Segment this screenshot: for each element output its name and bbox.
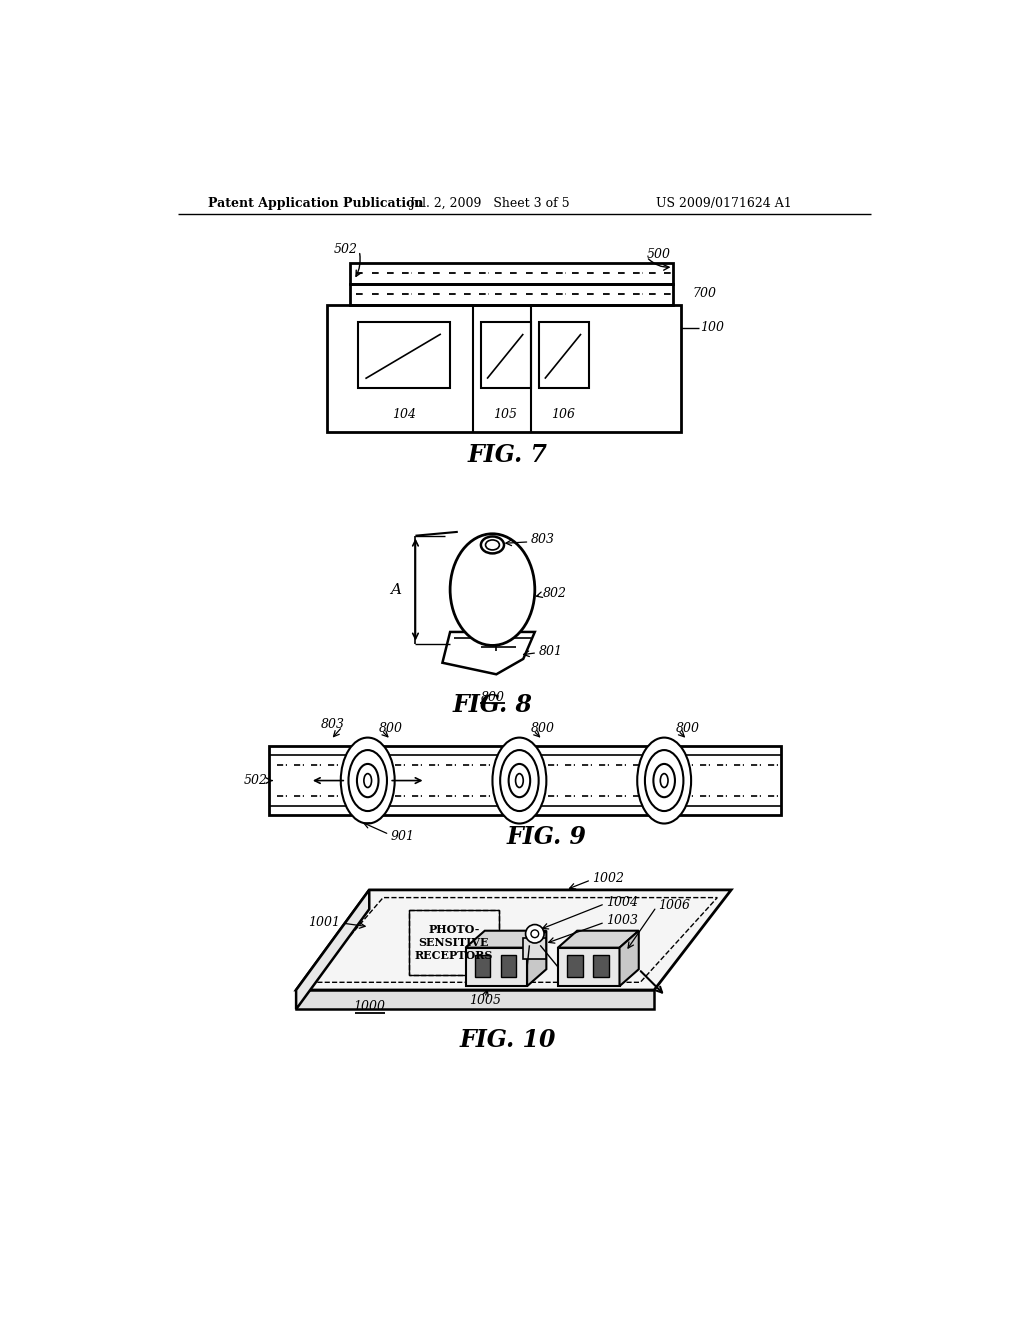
Ellipse shape <box>509 764 530 797</box>
Text: Patent Application Publication: Patent Application Publication <box>208 197 423 210</box>
Bar <box>269 746 781 816</box>
Text: FIG. 7: FIG. 7 <box>468 442 548 467</box>
Text: 100: 100 <box>700 321 724 334</box>
Text: 106: 106 <box>551 408 575 421</box>
Ellipse shape <box>493 738 547 824</box>
Text: 800: 800 <box>676 722 699 735</box>
Text: 105: 105 <box>494 408 517 421</box>
Bar <box>558 948 620 986</box>
Text: 1000: 1000 <box>353 1001 385 1014</box>
Polygon shape <box>527 931 547 986</box>
Text: 803: 803 <box>321 718 345 731</box>
Text: 1003: 1003 <box>606 915 638 927</box>
Text: 800: 800 <box>480 690 505 704</box>
Bar <box>523 937 547 960</box>
Text: 1002: 1002 <box>593 871 625 884</box>
Ellipse shape <box>348 750 387 810</box>
Bar <box>501 956 516 977</box>
Ellipse shape <box>341 738 394 824</box>
Circle shape <box>525 924 544 942</box>
Ellipse shape <box>364 774 372 788</box>
Ellipse shape <box>653 764 675 797</box>
Polygon shape <box>296 990 654 1010</box>
Text: US 2009/0171624 A1: US 2009/0171624 A1 <box>655 197 792 210</box>
Text: FIG. 8: FIG. 8 <box>453 693 532 717</box>
Text: 803: 803 <box>531 533 555 546</box>
Text: 500: 500 <box>646 248 671 261</box>
Text: 901: 901 <box>391 830 415 843</box>
Bar <box>327 305 681 432</box>
Text: A: A <box>390 582 401 597</box>
Bar <box>481 322 531 388</box>
Circle shape <box>531 929 539 937</box>
Text: 700: 700 <box>692 288 717 301</box>
Polygon shape <box>296 890 370 1010</box>
Text: 802: 802 <box>543 587 566 601</box>
Text: PHOTO-
SENSITIVE
RECEPTORS: PHOTO- SENSITIVE RECEPTORS <box>415 924 494 961</box>
Text: 800: 800 <box>531 722 555 735</box>
Text: 104: 104 <box>392 408 416 421</box>
Bar <box>567 956 583 977</box>
Ellipse shape <box>637 738 691 824</box>
Text: 1006: 1006 <box>658 899 690 912</box>
Polygon shape <box>558 931 639 948</box>
Bar <box>593 956 608 977</box>
Polygon shape <box>620 931 639 986</box>
Bar <box>357 322 451 388</box>
Polygon shape <box>296 890 731 990</box>
Bar <box>410 909 499 974</box>
Ellipse shape <box>500 750 539 810</box>
Text: 801: 801 <box>539 644 562 657</box>
Text: FIG. 9: FIG. 9 <box>506 825 587 849</box>
Ellipse shape <box>660 774 668 788</box>
Text: FIG. 10: FIG. 10 <box>460 1028 556 1052</box>
Polygon shape <box>466 931 547 948</box>
Ellipse shape <box>515 774 523 788</box>
Polygon shape <box>442 632 535 675</box>
Bar <box>466 948 527 986</box>
Bar <box>475 956 490 977</box>
Text: 800: 800 <box>379 722 403 735</box>
Text: 1005: 1005 <box>469 994 501 1007</box>
Bar <box>350 284 674 305</box>
Text: 1001: 1001 <box>308 916 340 929</box>
Ellipse shape <box>645 750 683 810</box>
Ellipse shape <box>481 536 504 553</box>
Bar <box>539 322 589 388</box>
Ellipse shape <box>451 533 535 645</box>
Ellipse shape <box>357 764 379 797</box>
Text: 1004: 1004 <box>606 896 638 909</box>
Text: 502: 502 <box>334 243 357 256</box>
Text: Jul. 2, 2009   Sheet 3 of 5: Jul. 2, 2009 Sheet 3 of 5 <box>410 197 570 210</box>
Text: 502: 502 <box>244 774 267 787</box>
Bar <box>350 263 674 284</box>
Ellipse shape <box>485 540 500 550</box>
